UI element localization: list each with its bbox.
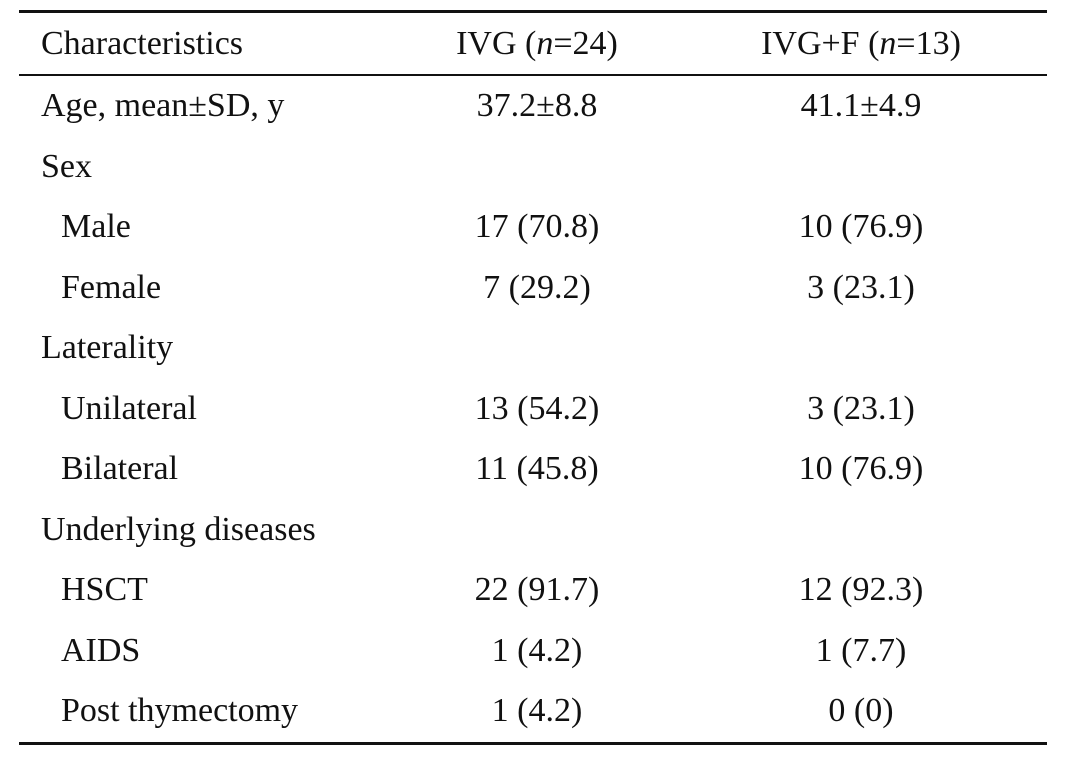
row-ivgf-value: 0 (0) <box>828 692 894 730</box>
header-ivg-suffix: =24) <box>553 24 618 62</box>
row-label: Unilateral <box>61 389 197 427</box>
table-row: Female 7 (29.2) 3 (23.1) <box>19 258 1047 319</box>
row-ivg-value: 1 (4.2) <box>491 631 583 669</box>
table-row: Laterality <box>19 318 1047 379</box>
header-ivgf-n: n <box>879 24 897 62</box>
row-label: Male <box>61 208 131 246</box>
row-ivg-value: 37.2±8.8 <box>476 87 598 125</box>
row-ivg-value: 7 (29.2) <box>483 268 591 306</box>
row-ivgf-value: 10 (76.9) <box>798 450 924 488</box>
row-label: Laterality <box>41 329 174 367</box>
bottom-rule <box>19 741 1047 745</box>
table-row: HSCT 22 (91.7) 12 (92.3) <box>19 560 1047 621</box>
table-row: Post thymectomy 1 (4.2) 0 (0) <box>19 681 1047 742</box>
row-ivg-value: 1 (4.2) <box>491 692 583 730</box>
characteristics-table: Characteristics IVG (n=24) IVG+F (n=13) … <box>19 10 1047 745</box>
header-characteristics: Characteristics <box>41 24 244 62</box>
row-ivgf-value: 3 (23.1) <box>807 389 915 427</box>
table-row: Age, mean±SD, y 37.2±8.8 41.1±4.9 <box>19 76 1047 137</box>
table-row: Male 17 (70.8) 10 (76.9) <box>19 197 1047 258</box>
row-label: HSCT <box>61 571 148 609</box>
table-row: AIDS 1 (4.2) 1 (7.7) <box>19 621 1047 682</box>
row-label: AIDS <box>61 631 141 669</box>
header-ivgf-suffix: =13) <box>896 24 961 62</box>
row-ivg-value: 11 (45.8) <box>475 450 599 488</box>
table-body: Age, mean±SD, y 37.2±8.8 41.1±4.9 Sex Ma… <box>19 76 1047 742</box>
header-rule <box>19 74 1047 76</box>
row-ivg-value: 13 (54.2) <box>474 389 600 427</box>
row-ivgf-value: 12 (92.3) <box>798 571 924 609</box>
row-label: Female <box>61 268 162 306</box>
header-ivgf: IVG+F (n=13) <box>675 25 1047 63</box>
table-row: Unilateral 13 (54.2) 3 (23.1) <box>19 379 1047 440</box>
row-label: Post thymectomy <box>61 692 299 730</box>
row-ivgf-value: 41.1±4.9 <box>800 87 922 125</box>
row-ivg-value: 22 (91.7) <box>474 571 600 609</box>
top-rule <box>19 10 1047 13</box>
row-ivgf-value: 10 (76.9) <box>798 208 924 246</box>
header-ivg: IVG (n=24) <box>399 25 675 63</box>
row-label: Sex <box>41 147 92 185</box>
row-label: Bilateral <box>61 450 179 488</box>
row-label: Age, mean±SD, y <box>41 87 285 125</box>
header-row: Characteristics IVG (n=24) IVG+F (n=13) <box>19 13 1047 74</box>
row-ivg-value: 17 (70.8) <box>474 208 600 246</box>
table-row: Bilateral 11 (45.8) 10 (76.9) <box>19 439 1047 500</box>
row-ivgf-value: 3 (23.1) <box>807 268 915 306</box>
header-ivgf-prefix: IVG+F ( <box>761 24 880 62</box>
row-ivgf-value: 1 (7.7) <box>815 631 907 669</box>
header-ivg-prefix: IVG ( <box>456 24 537 62</box>
row-label: Underlying diseases <box>41 510 316 548</box>
header-ivg-n: n <box>536 24 554 62</box>
table-row: Underlying diseases <box>19 500 1047 561</box>
table-row: Sex <box>19 137 1047 198</box>
